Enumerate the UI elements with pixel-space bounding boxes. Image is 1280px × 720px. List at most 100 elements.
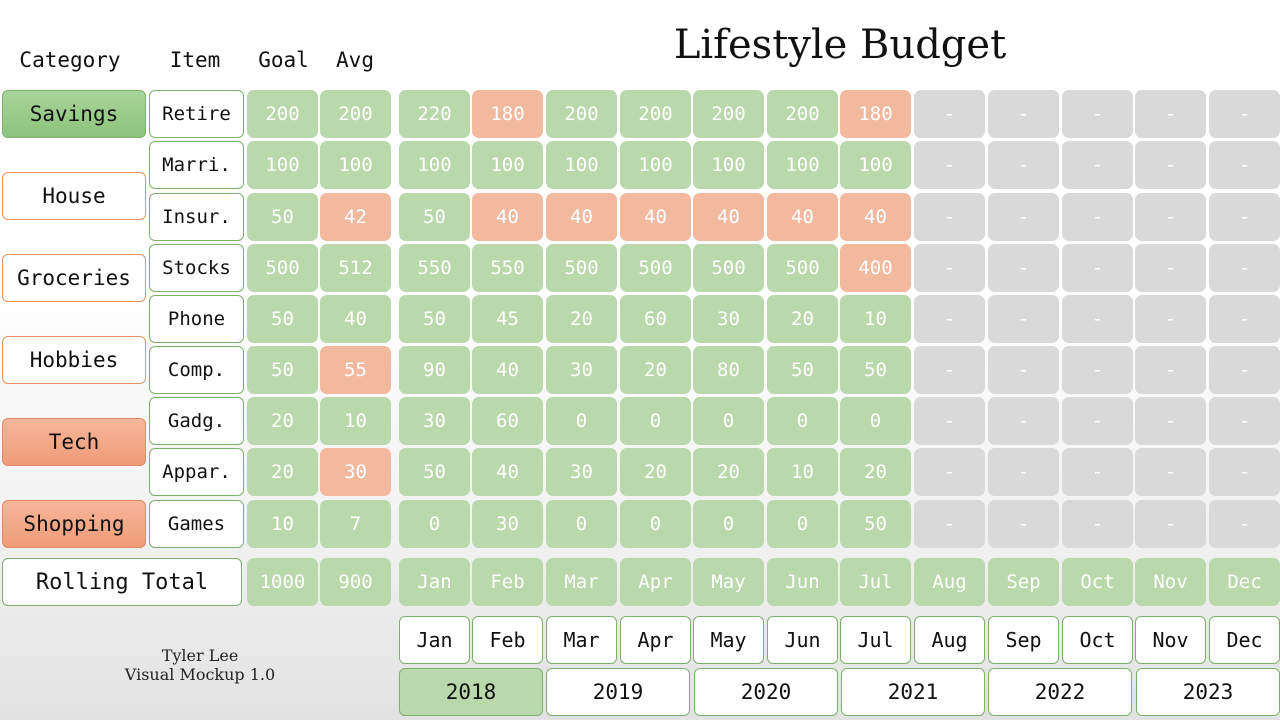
month-cell[interactable]: - — [1209, 90, 1280, 138]
month-cell[interactable]: 80 — [693, 346, 764, 394]
month-cell[interactable]: - — [988, 448, 1059, 496]
total-month-mar[interactable]: Mar — [546, 558, 617, 606]
month-cell[interactable]: - — [988, 295, 1059, 343]
month-cell[interactable]: - — [1135, 346, 1206, 394]
month-cell[interactable]: - — [988, 141, 1059, 189]
month-cell[interactable]: 10 — [767, 448, 838, 496]
total-month-aug[interactable]: Aug — [914, 558, 985, 606]
month-cell[interactable]: 10 — [840, 295, 911, 343]
total-month-oct[interactable]: Oct — [1062, 558, 1133, 606]
month-cell[interactable]: 20 — [546, 295, 617, 343]
month-cell[interactable]: 500 — [693, 244, 764, 292]
month-cell[interactable]: 40 — [620, 193, 691, 241]
category-shopping[interactable]: Shopping — [2, 500, 146, 548]
year-button-2019[interactable]: 2019 — [546, 668, 690, 716]
year-button-2021[interactable]: 2021 — [841, 668, 985, 716]
item-gadg[interactable]: Gadg. — [149, 397, 244, 445]
total-month-jan[interactable]: Jan — [399, 558, 470, 606]
item-insur[interactable]: Insur. — [149, 193, 244, 241]
total-month-jun[interactable]: Jun — [767, 558, 838, 606]
month-cell[interactable]: 100 — [693, 141, 764, 189]
total-month-jul[interactable]: Jul — [840, 558, 911, 606]
month-cell[interactable]: 0 — [693, 500, 764, 548]
month-cell[interactable]: 100 — [399, 141, 470, 189]
item-appar[interactable]: Appar. — [149, 448, 244, 496]
total-month-nov[interactable]: Nov — [1135, 558, 1206, 606]
total-month-feb[interactable]: Feb — [472, 558, 543, 606]
month-cell[interactable]: 0 — [693, 397, 764, 445]
month-cell[interactable]: - — [988, 244, 1059, 292]
month-cell[interactable]: - — [1209, 397, 1280, 445]
month-cell[interactable]: 40 — [472, 346, 543, 394]
month-cell[interactable]: 40 — [472, 193, 543, 241]
month-cell[interactable]: - — [914, 448, 985, 496]
month-cell[interactable]: - — [914, 295, 985, 343]
category-hobbies[interactable]: Hobbies — [2, 336, 146, 384]
month-cell[interactable]: - — [988, 90, 1059, 138]
month-button-jun[interactable]: Jun — [767, 616, 838, 664]
month-cell[interactable]: 0 — [546, 500, 617, 548]
month-cell[interactable]: - — [1062, 244, 1133, 292]
month-cell[interactable]: - — [914, 193, 985, 241]
month-cell[interactable]: - — [914, 90, 985, 138]
month-cell[interactable]: 40 — [840, 193, 911, 241]
month-cell[interactable]: 20 — [767, 295, 838, 343]
month-button-mar[interactable]: Mar — [546, 616, 617, 664]
month-cell[interactable]: 30 — [546, 448, 617, 496]
month-cell[interactable]: 0 — [546, 397, 617, 445]
month-cell[interactable]: 0 — [399, 500, 470, 548]
month-cell[interactable]: 100 — [546, 141, 617, 189]
month-cell[interactable]: 200 — [620, 90, 691, 138]
month-cell[interactable]: - — [988, 397, 1059, 445]
year-button-2023[interactable]: 2023 — [1136, 668, 1280, 716]
month-cell[interactable]: 20 — [840, 448, 911, 496]
month-cell[interactable]: 60 — [472, 397, 543, 445]
month-cell[interactable]: 100 — [840, 141, 911, 189]
month-cell[interactable]: 550 — [472, 244, 543, 292]
month-cell[interactable]: 500 — [620, 244, 691, 292]
month-cell[interactable]: - — [988, 346, 1059, 394]
month-cell[interactable]: - — [1209, 346, 1280, 394]
month-cell[interactable]: 50 — [399, 193, 470, 241]
month-button-may[interactable]: May — [693, 616, 764, 664]
month-button-oct[interactable]: Oct — [1062, 616, 1133, 664]
month-cell[interactable]: - — [914, 500, 985, 548]
category-tech[interactable]: Tech — [2, 418, 146, 466]
month-cell[interactable]: 0 — [767, 500, 838, 548]
year-button-2018[interactable]: 2018 — [399, 668, 543, 716]
month-cell[interactable]: - — [1209, 193, 1280, 241]
month-cell[interactable]: 50 — [399, 295, 470, 343]
item-games[interactable]: Games — [149, 500, 244, 548]
month-button-sep[interactable]: Sep — [988, 616, 1059, 664]
month-cell[interactable]: 30 — [472, 500, 543, 548]
month-cell[interactable]: 400 — [840, 244, 911, 292]
month-cell[interactable]: 20 — [693, 448, 764, 496]
month-cell[interactable]: - — [1062, 448, 1133, 496]
month-cell[interactable]: - — [1209, 244, 1280, 292]
month-cell[interactable]: - — [1209, 295, 1280, 343]
month-cell[interactable]: - — [1062, 397, 1133, 445]
category-groceries[interactable]: Groceries — [2, 254, 146, 302]
month-cell[interactable]: - — [1135, 90, 1206, 138]
month-cell[interactable]: 0 — [620, 397, 691, 445]
month-cell[interactable]: - — [1209, 500, 1280, 548]
month-cell[interactable]: 100 — [620, 141, 691, 189]
month-cell[interactable]: 50 — [840, 500, 911, 548]
month-cell[interactable]: - — [988, 500, 1059, 548]
month-cell[interactable]: 50 — [767, 346, 838, 394]
total-month-dec[interactable]: Dec — [1209, 558, 1280, 606]
month-button-feb[interactable]: Feb — [472, 616, 543, 664]
month-cell[interactable]: 20 — [620, 346, 691, 394]
month-cell[interactable]: 180 — [472, 90, 543, 138]
total-month-may[interactable]: May — [693, 558, 764, 606]
month-cell[interactable]: 50 — [399, 448, 470, 496]
month-cell[interactable]: - — [914, 397, 985, 445]
month-cell[interactable]: - — [1209, 141, 1280, 189]
month-cell[interactable]: 40 — [472, 448, 543, 496]
month-button-apr[interactable]: Apr — [620, 616, 691, 664]
total-month-sep[interactable]: Sep — [988, 558, 1059, 606]
item-stocks[interactable]: Stocks — [149, 244, 244, 292]
month-button-dec[interactable]: Dec — [1209, 616, 1280, 664]
month-cell[interactable]: 30 — [399, 397, 470, 445]
month-cell[interactable]: 0 — [620, 500, 691, 548]
